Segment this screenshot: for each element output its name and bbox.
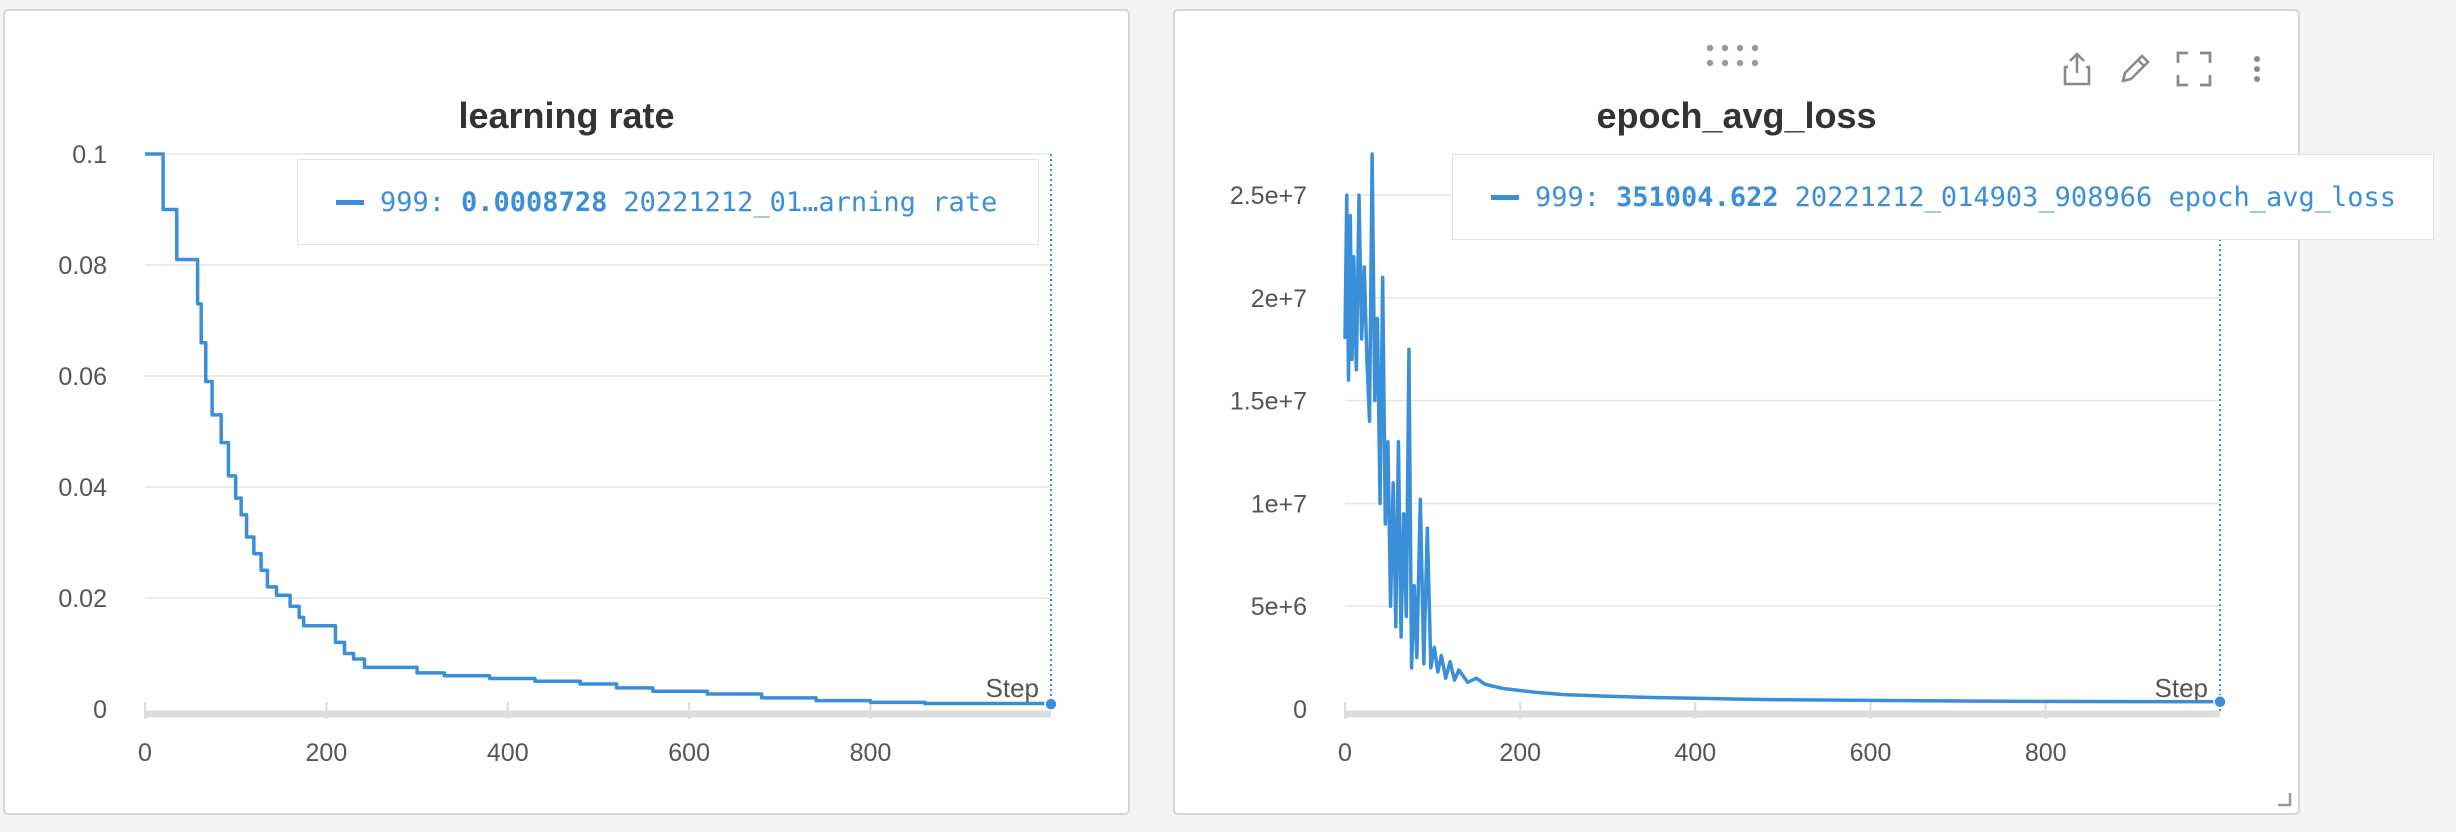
y-tick-label: 0: [93, 696, 107, 724]
x-tick-label: 600: [1850, 739, 1892, 767]
legend-series-name: 20221212_014903_908966 epoch_avg_loss: [1794, 181, 2397, 213]
drag-handle-icon[interactable]: [1705, 41, 1771, 71]
x-tick-label: 400: [487, 739, 529, 767]
y-tick-label: 0: [1293, 696, 1307, 724]
y-tick-label: 2.5e+7: [1230, 182, 1307, 210]
y-tick-label: 2e+7: [1251, 285, 1307, 313]
y-tick-label: 0.06: [58, 363, 107, 391]
chart-tooltip-legend: 999: 351004.622 20221212_014903_908966 e…: [1452, 154, 2434, 240]
x-tick-label: 600: [668, 739, 710, 767]
x-tick-label: 200: [1499, 739, 1541, 767]
series-line: [145, 152, 1053, 706]
chart-tooltip-legend: 999: 0.0008728 20221212_01…arning rate: [297, 159, 1039, 245]
legend-step: 999:: [380, 186, 446, 218]
y-tick-label: 5e+6: [1251, 593, 1307, 621]
x-tick-label: 0: [1338, 739, 1352, 767]
x-axis-label: Step: [2155, 673, 2209, 703]
y-tick-label: 1.5e+7: [1230, 388, 1307, 416]
hover-point-marker: [1044, 697, 1058, 711]
x-axis-label: Step: [986, 673, 1040, 703]
fullscreen-icon[interactable]: [2174, 49, 2214, 89]
x-tick-label: 400: [1674, 739, 1716, 767]
chart-title: learning rate: [458, 95, 675, 136]
resize-corner-icon[interactable]: [2276, 791, 2292, 807]
series-line: [1343, 152, 2221, 704]
x-tick-label: 800: [2025, 739, 2067, 767]
chart-plot-learning-rate[interactable]: 0 0.02 0.04 0.06 0.08 0.1 0 200 400 600 800 Step: [5, 11, 1132, 817]
hover-point-marker: [2213, 695, 2227, 709]
chart-panel-learning-rate: learning rate 0 0.02 0.04 0.06 0.08 0.1 0 200 40…: [3, 9, 1130, 815]
y-tick-label: 0.08: [58, 252, 107, 280]
x-tick-label: 200: [306, 739, 348, 767]
legend-value: 351004.622: [1616, 181, 1779, 213]
more-vert-icon[interactable]: [2247, 49, 2267, 89]
y-tick-label: 0.1: [72, 141, 107, 169]
legend-value: 0.0008728: [461, 186, 608, 218]
legend-series-name: 20221212_01…arning rate: [623, 186, 998, 218]
y-tick-label: 0.02: [58, 585, 107, 613]
share-icon[interactable]: [2057, 49, 2097, 89]
edit-icon[interactable]: [2115, 49, 2155, 89]
y-tick-label: 0.04: [58, 474, 107, 502]
x-tick-label: 0: [138, 739, 152, 767]
x-tick-label: 800: [850, 739, 892, 767]
legend-step: 999:: [1535, 181, 1601, 213]
series-swatch: [336, 199, 364, 205]
chart-plot-epoch-avg-loss[interactable]: 0 5e+6 1e+7 1.5e+7 2e+7 2.5e+7 0 200 400 600 800 St…: [1175, 11, 2302, 817]
chart-panel-epoch-avg-loss: epoch_avg_loss 0 5e+6 1e+7 1.5e+7 2e+7 2.5e+7…: [1173, 9, 2434, 817]
y-tick-label: 1e+7: [1251, 490, 1307, 518]
series-swatch: [1491, 194, 1519, 200]
chart-title: epoch_avg_loss: [1596, 95, 1877, 136]
